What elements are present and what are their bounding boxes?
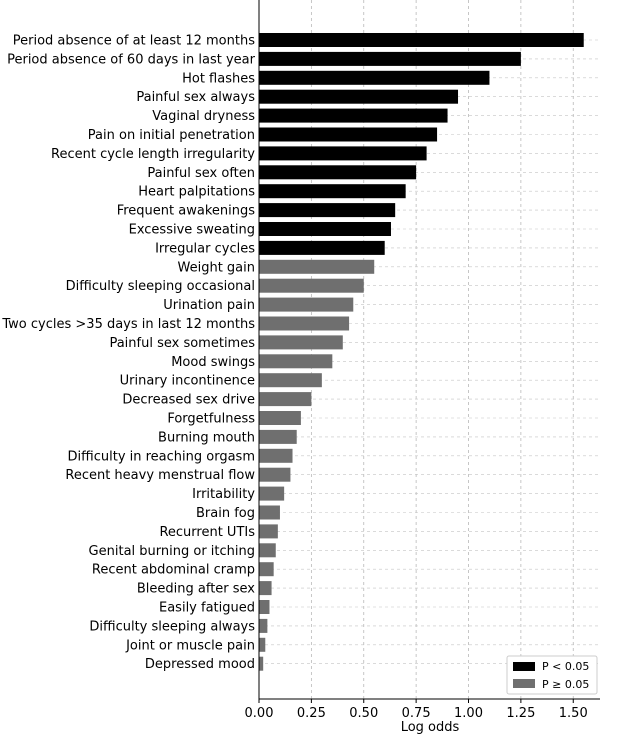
category-label: Irregular cycles (155, 241, 255, 256)
legend: P < 0.05 P ≥ 0.05 (506, 655, 598, 695)
category-labels: Period absence of at least 12 months Peri… (1, 34, 255, 673)
bar (259, 429, 297, 444)
category-label: Difficulty sleeping always (89, 619, 255, 634)
bar (259, 505, 280, 520)
category-label: Urinary incontinence (120, 374, 255, 389)
category-label: Decreased sex drive (122, 393, 255, 408)
category-label: Irritability (192, 487, 255, 502)
category-label: Recurrent UTIs (159, 525, 255, 540)
category-label: Recent abdominal cramp (92, 563, 255, 578)
bar (259, 33, 584, 47)
category-label: Frequent awakenings (117, 204, 256, 219)
category-label: Difficulty sleeping occasional (66, 279, 255, 294)
category-label: Recent heavy menstrual flow (65, 468, 255, 483)
bar (259, 316, 350, 331)
category-label: Forgetfulness (167, 412, 255, 427)
category-label: Painful sex often (147, 166, 255, 181)
bar (259, 600, 270, 614)
bar (259, 297, 354, 312)
x-tick-label: 1.50 (559, 706, 588, 721)
x-tick-label: 0.00 (245, 706, 274, 721)
category-label: Depressed mood (145, 657, 255, 672)
category-label: Weight gain (178, 260, 256, 275)
bar (259, 165, 417, 180)
category-label: Bleeding after sex (137, 582, 255, 597)
category-label: Period absence of 60 days in last year (7, 52, 256, 67)
legend-label-significant: P < 0.05 (542, 660, 589, 673)
bars (259, 33, 584, 671)
bar (259, 354, 333, 369)
bar (259, 562, 274, 577)
bar (259, 467, 291, 482)
category-label: Recent cycle length irregularity (51, 147, 255, 162)
bar (259, 524, 278, 539)
bar (259, 335, 343, 350)
category-label: Difficulty in reaching orgasm (68, 449, 255, 464)
x-tick-label: 0.50 (349, 706, 378, 721)
bar (259, 278, 364, 293)
category-label: Genital burning or itching (89, 544, 255, 559)
category-label: Burning mouth (158, 430, 255, 445)
legend-swatch-nonsignificant (513, 679, 535, 688)
category-label: Mood swings (171, 355, 255, 370)
bar (259, 222, 391, 236)
bar (259, 448, 293, 463)
category-label: Two cycles >35 days in last 12 months (1, 317, 255, 332)
category-label: Heart palpitations (138, 185, 255, 200)
category-label: Painful sex sometimes (109, 336, 255, 351)
category-label: Joint or muscle pain (125, 638, 255, 653)
bar (259, 656, 264, 671)
category-label: Easily fatigued (159, 601, 255, 616)
bar (259, 373, 322, 388)
category-label: Excessive sweating (129, 223, 255, 238)
category-label: Pain on initial penetration (88, 128, 255, 143)
category-label: Period absence of at least 12 months (13, 34, 255, 49)
x-tick-label: 1.00 (454, 706, 483, 721)
bar (259, 184, 406, 199)
axes: 0.00 0.25 0.50 0.75 1.00 1.25 1.50 (245, 0, 600, 721)
bar (259, 392, 312, 407)
category-label: Urination pain (163, 298, 255, 313)
bar (259, 203, 396, 218)
x-tick-label: 0.75 (402, 706, 431, 721)
x-axis-title: Log odds (401, 720, 460, 735)
bar (259, 70, 490, 85)
bar (259, 543, 276, 558)
bar (259, 259, 375, 274)
legend-label-nonsignificant: P ≥ 0.05 (542, 678, 589, 691)
bar (259, 637, 266, 652)
grid-lines (258, 0, 600, 699)
bar (259, 618, 268, 633)
bar (259, 146, 427, 161)
bar (259, 581, 272, 596)
category-label: Painful sex always (136, 90, 255, 105)
bar (259, 108, 448, 123)
bar (259, 411, 301, 425)
category-label: Vaginal dryness (152, 109, 255, 124)
legend-swatch-significant (513, 662, 535, 671)
bar (259, 127, 438, 142)
category-label: Hot flashes (182, 71, 255, 86)
x-tick-label: 1.25 (506, 706, 535, 721)
bar (259, 486, 285, 501)
x-tick-label: 0.25 (297, 706, 326, 721)
category-label: Brain fog (196, 506, 255, 521)
bar (259, 240, 385, 255)
bar (259, 89, 459, 104)
bar (259, 51, 521, 66)
